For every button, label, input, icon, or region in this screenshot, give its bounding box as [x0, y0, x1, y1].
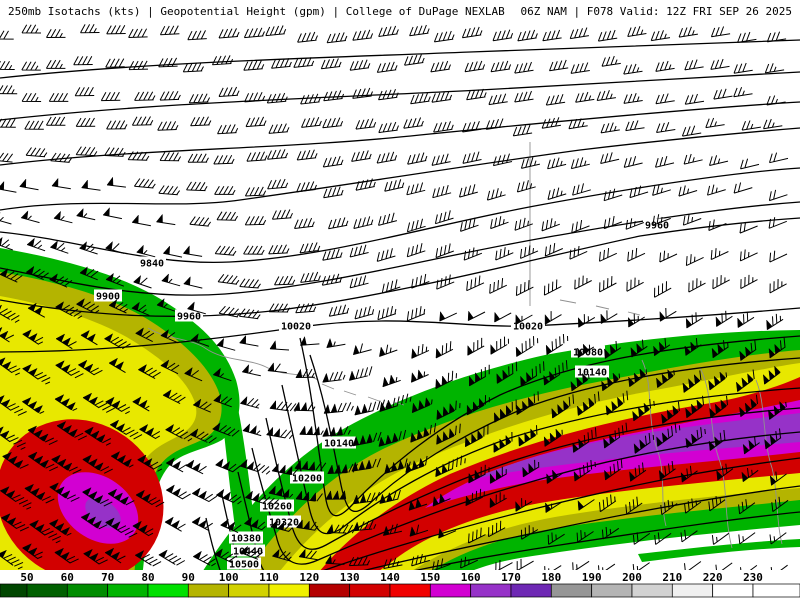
contour-label-box [322, 436, 356, 449]
contour-label: 10020 [281, 322, 311, 333]
legend-tick-label: 80 [141, 571, 154, 584]
legend-cell [550, 583, 592, 598]
legend-tick-label: 170 [501, 571, 521, 584]
height-contour-line [0, 217, 800, 317]
legend-tick-label: 220 [703, 571, 723, 584]
contour-label: 9900 [96, 292, 120, 303]
legend-cell [429, 583, 471, 598]
legend-tick-label: 60 [61, 571, 74, 584]
contour-label-box [290, 471, 324, 484]
legend-cell [510, 583, 552, 598]
contour-label: 10380 [231, 534, 261, 545]
height-contour-line [0, 39, 800, 79]
legend-cell [631, 583, 673, 598]
legend-tick-label: 110 [259, 571, 279, 584]
contour-label: 10440 [233, 547, 263, 558]
legend-cell [26, 583, 68, 598]
coastline [321, 383, 405, 406]
legend-cell [308, 583, 350, 598]
map-title: 250mb Isotachs (kts) | Geopotential Heig… [8, 4, 505, 18]
contour-label: 10020 [513, 322, 543, 333]
isotach-legend: 50 60 70 80 90 100 110 120 130 140 150 160 170 180 190… [0, 571, 800, 598]
contour-label-box [231, 544, 265, 557]
contour-label-box [138, 256, 166, 269]
wind-barbs-layer [0, 24, 789, 570]
legend-tick-label: 200 [622, 571, 642, 584]
contour-label: 10500 [229, 560, 259, 571]
height-contour-line [0, 71, 800, 121]
legend-cell [349, 583, 391, 598]
legend-tick-label: 150 [420, 571, 440, 584]
legend-cell [187, 583, 229, 598]
contour-label-box [94, 289, 122, 302]
legend-cell [389, 583, 431, 598]
contour-label-box [279, 319, 313, 332]
legend-cell [470, 583, 512, 598]
legend-tick-label: 180 [541, 571, 561, 584]
contour-label: 10260 [262, 502, 292, 513]
isotach-region-br-green-streak [638, 539, 800, 562]
coastline [699, 367, 733, 549]
height-contour-line [0, 201, 800, 296]
height-contour-line [0, 127, 800, 211]
contour-label-box [229, 531, 263, 544]
height-contour-line [0, 307, 800, 353]
legend-cell [147, 583, 189, 598]
contour-label: 10080 [573, 348, 603, 359]
height-contour-line [414, 511, 800, 570]
legend-tick-label: 130 [340, 571, 360, 584]
legend-tick-label: 190 [582, 571, 602, 584]
contour-label-box [260, 499, 294, 512]
legend-cell [107, 583, 149, 598]
legend-cell [671, 583, 713, 598]
legend-tick-label: 230 [743, 571, 763, 584]
legend-cell [228, 583, 270, 598]
legend-tick-label: 120 [299, 571, 319, 584]
coastline [559, 299, 641, 316]
legend-tick-label: 140 [380, 571, 400, 584]
legend-cell [591, 583, 633, 598]
isotach-map: 9840 9900 9960 9960 10020 10020 10080 10140 1014… [0, 24, 800, 571]
contour-label-box [227, 557, 261, 570]
legend-tick-label: 210 [662, 571, 682, 584]
header-bar: 250mb Isotachs (kts) | Geopotential Heig… [0, 0, 800, 22]
legend-cell [66, 583, 108, 598]
legend-cell [0, 583, 28, 598]
coastline [147, 327, 319, 381]
wind-barb-flags-layer [0, 176, 786, 564]
legend-cell [752, 583, 800, 598]
legend-cell [268, 583, 310, 598]
contour-label: 9960 [177, 312, 201, 323]
legend-tick-label: 90 [182, 571, 195, 584]
legend-cell [712, 583, 754, 598]
height-contour-line [0, 101, 800, 166]
legend-tick-label: 70 [101, 571, 114, 584]
legend-tick-label: 100 [219, 571, 239, 584]
contour-label: 10140 [577, 368, 607, 379]
legend-tick-label: 160 [461, 571, 481, 584]
contour-label: 10140 [324, 439, 354, 450]
contour-label-box [175, 309, 203, 322]
contour-label-box [643, 218, 671, 231]
model-run-info: 06Z NAM | F078 Valid: 12Z FRI SEP 26 202… [520, 4, 792, 18]
coastline [755, 379, 783, 545]
contour-label: 10200 [292, 474, 322, 485]
legend-tick-label: 50 [20, 571, 33, 584]
contour-label: 9840 [140, 259, 164, 270]
contour-label: 9960 [645, 221, 669, 232]
